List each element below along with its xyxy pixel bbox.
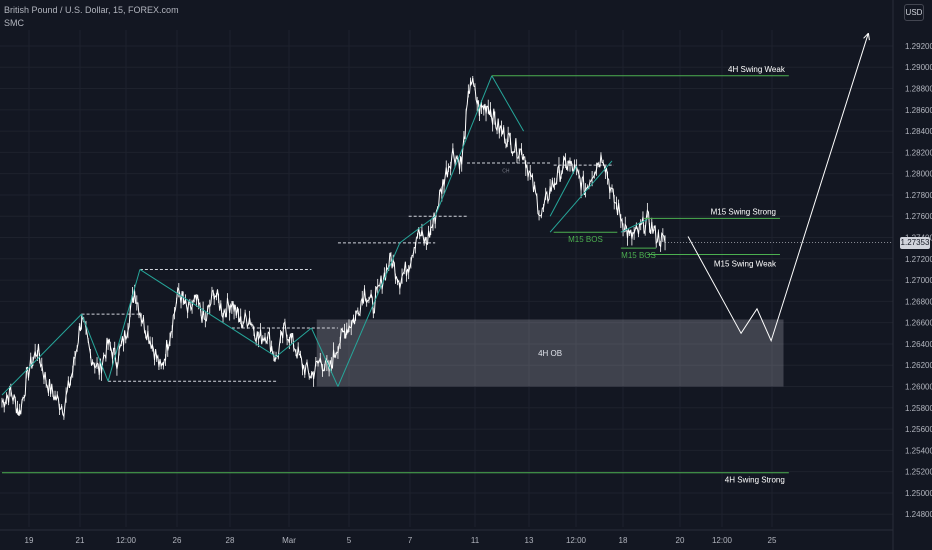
- structure-line: [399, 215, 436, 244]
- x-tick-label: Mar: [282, 536, 296, 545]
- projection-path: [687, 33, 869, 343]
- symbol-title: British Pound / U.S. Dollar, 15, FOREX.c…: [4, 5, 179, 15]
- x-tick-label: 12:00: [566, 536, 587, 545]
- order-block-label: 4H OB: [538, 349, 562, 358]
- structure-line: [107, 269, 141, 382]
- x-tick-label: 12:00: [712, 536, 733, 545]
- x-tick-label: 25: [768, 536, 777, 545]
- projection-arrowhead: [867, 33, 870, 41]
- structure-line: [139, 269, 277, 358]
- swing-level-label: 4H Swing Weak: [728, 65, 786, 74]
- x-tick-label: 11: [471, 536, 480, 545]
- y-tick-label: 1.28600: [905, 106, 932, 115]
- currency-button[interactable]: USD: [904, 4, 924, 21]
- y-tick-label: 1.28800: [905, 85, 932, 94]
- bos-label: M15 BOS: [568, 235, 603, 244]
- x-tick-label: 21: [76, 536, 85, 545]
- structure-line: [549, 165, 578, 217]
- x-tick-label: 19: [25, 536, 34, 545]
- projection-arrowhead: [863, 32, 869, 39]
- swing-level-label: M15 Swing Weak: [714, 260, 777, 269]
- y-tick-label: 1.25400: [905, 446, 932, 455]
- x-tick-label: 12:00: [116, 536, 137, 545]
- x-tick-label: 13: [525, 536, 534, 545]
- indicator-label: SMC: [4, 18, 24, 28]
- y-tick-label: 1.26800: [905, 297, 932, 306]
- y-tick-label: 1.27000: [905, 276, 932, 285]
- y-tick-label: 1.25800: [905, 404, 932, 413]
- y-tick-label: 1.29000: [905, 63, 932, 72]
- structure-line: [620, 218, 648, 233]
- y-tick-label: 1.26400: [905, 340, 932, 349]
- structure-line: [81, 313, 109, 382]
- swing-level-label: 4H Swing Strong: [725, 476, 785, 485]
- structure-line: [434, 75, 493, 217]
- y-tick-label: 1.25600: [905, 425, 932, 434]
- ch-label: CH: [502, 168, 510, 174]
- structure-line: [337, 242, 401, 387]
- bos-label: M15 BOS: [621, 251, 656, 260]
- last-price-tag: 1.27353: [900, 236, 930, 249]
- y-tick-label: 1.25000: [905, 489, 932, 498]
- structure-line: [275, 327, 312, 358]
- y-tick-label: 1.28400: [905, 127, 932, 136]
- y-tick-label: 1.25200: [905, 468, 932, 477]
- y-tick-label: 1.27600: [905, 212, 932, 221]
- y-tick-label: 1.28000: [905, 170, 932, 179]
- y-tick-label: 1.26200: [905, 361, 932, 370]
- x-tick-label: 26: [173, 536, 182, 545]
- y-tick-label: 1.24800: [905, 510, 932, 519]
- swing-level-label: M15 Swing Strong: [711, 207, 776, 216]
- x-tick-label: 18: [619, 536, 628, 545]
- y-tick-label: 1.27200: [905, 255, 932, 264]
- y-tick-label: 1.29200: [905, 42, 932, 51]
- structure-line: [310, 327, 339, 387]
- order-block: [316, 319, 784, 387]
- x-tick-label: 7: [408, 536, 413, 545]
- y-tick-label: 1.27800: [905, 191, 932, 200]
- structure-line: [491, 75, 525, 132]
- y-tick-label: 1.28200: [905, 148, 932, 157]
- x-tick-label: 20: [676, 536, 685, 545]
- structure-line: [549, 160, 613, 233]
- y-tick-label: 1.26600: [905, 319, 932, 328]
- x-tick-label: 28: [226, 536, 235, 545]
- structure-line: [1, 313, 82, 396]
- x-tick-label: 5: [347, 536, 352, 545]
- y-tick-label: 1.26000: [905, 383, 932, 392]
